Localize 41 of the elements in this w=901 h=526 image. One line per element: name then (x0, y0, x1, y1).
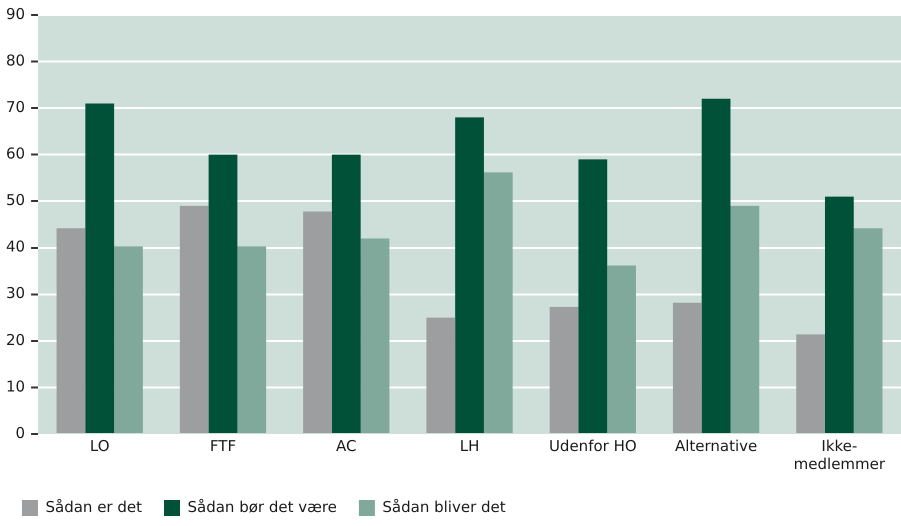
bar (854, 228, 883, 433)
y-tick-label: 50 (6, 191, 26, 210)
bar (332, 154, 361, 433)
y-tick-label: 70 (6, 98, 26, 116)
bar (607, 265, 636, 433)
y-tick-label: 40 (6, 238, 26, 256)
x-tick-label: AC (336, 436, 357, 455)
x-tick-label: Ikke-medlemmer (794, 436, 886, 473)
bar (85, 103, 114, 433)
bar (578, 159, 608, 433)
y-tick-label: 0 (16, 424, 26, 442)
legend-label: Sådan bør det være (187, 498, 337, 516)
x-tick-label: FTF (210, 436, 236, 455)
bar (824, 196, 854, 433)
bar (550, 306, 578, 433)
bar (180, 206, 209, 433)
bar (56, 228, 86, 433)
bar (237, 246, 266, 433)
bar (208, 154, 238, 433)
y-tick-label: 10 (6, 377, 26, 396)
y-tick-label: 60 (6, 144, 26, 163)
bar (426, 318, 456, 433)
bar (796, 334, 825, 433)
y-tick-label: 90 (6, 4, 26, 23)
x-tick-label: Alternative (674, 436, 758, 455)
y-tick-label: 20 (6, 330, 26, 349)
y-tick-label: 80 (6, 51, 26, 70)
legend-label: Sådan bliver det (382, 498, 506, 516)
y-tick-label: 30 (6, 284, 26, 302)
bar (455, 117, 484, 433)
x-tick-label: LH (460, 436, 480, 455)
x-tick-label: LO (90, 436, 110, 455)
bar (672, 302, 702, 433)
bar (730, 206, 760, 433)
x-tick-label: Udenfor HO (548, 436, 637, 455)
bar (114, 246, 143, 433)
bar (702, 98, 730, 433)
bar (484, 172, 513, 433)
legend-label: Sådan er det (46, 498, 142, 516)
bar (303, 211, 332, 433)
bar (360, 238, 390, 433)
